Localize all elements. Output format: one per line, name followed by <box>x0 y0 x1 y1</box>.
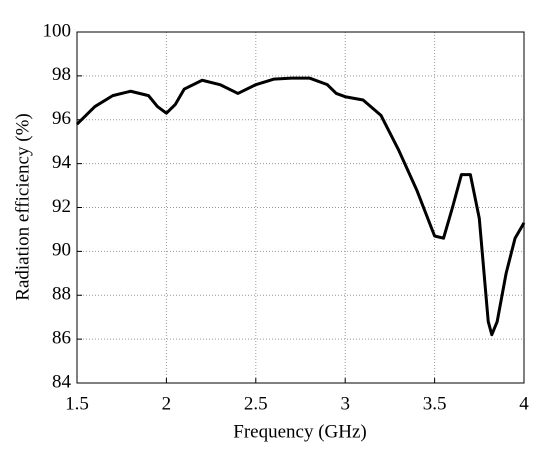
x-tick-label: 3.5 <box>423 393 447 414</box>
x-tick-label: 1.5 <box>65 393 89 414</box>
y-axis-label: Radiation efficiency (%) <box>12 113 33 300</box>
y-tick-label: 94 <box>52 152 72 173</box>
x-tick-label: 2.5 <box>244 393 268 414</box>
y-tick-label: 88 <box>52 284 71 305</box>
x-axis-label: Frequency (GHz) <box>233 421 366 442</box>
plot-frame <box>76 31 525 384</box>
data-line <box>75 76 526 337</box>
y-tick-label: 98 <box>52 64 71 85</box>
y-tick-label: 92 <box>52 196 71 217</box>
y-tick-label: 96 <box>52 108 71 129</box>
x-tick-label: 2 <box>162 393 172 414</box>
y-tick-label: 84 <box>52 371 72 392</box>
y-tick-label: 90 <box>52 240 71 261</box>
y-tick-label: 86 <box>52 327 71 348</box>
x-tick-label: 3 <box>340 393 350 414</box>
y-tick-label: 100 <box>43 20 72 41</box>
x-tick-label: 4 <box>519 393 529 414</box>
